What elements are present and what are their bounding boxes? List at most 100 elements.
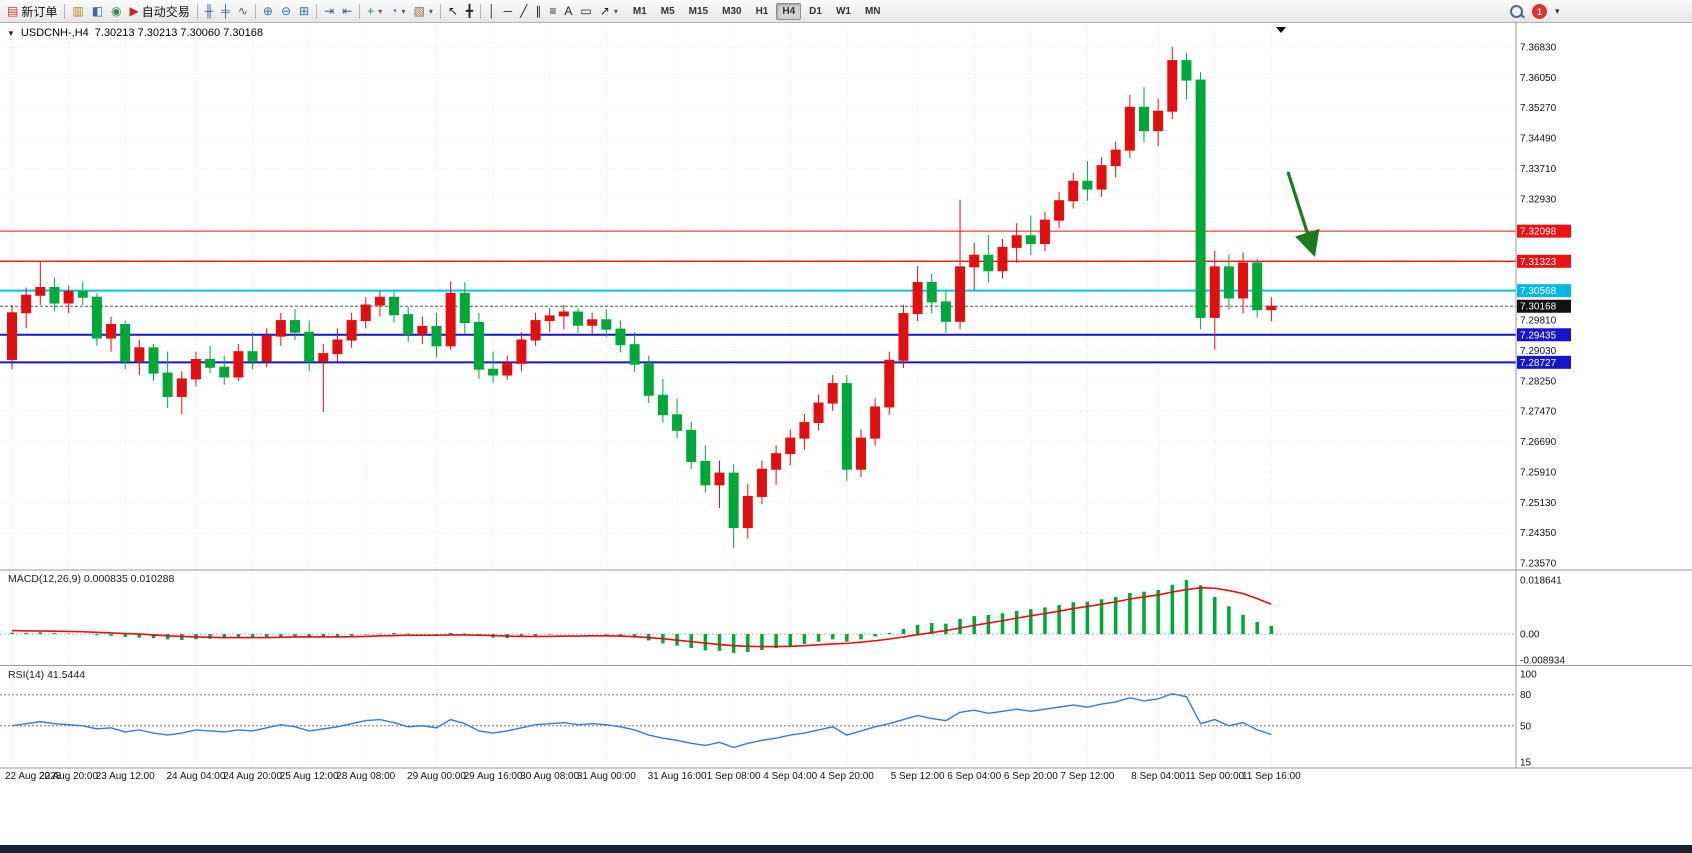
- tile-windows-icon[interactable]: ⊞: [295, 1, 313, 22]
- auto-trading-button: ▶: [129, 4, 139, 18]
- rsi-indicator-label: RSI(14) 41.5444: [8, 669, 86, 681]
- timeframe-H4[interactable]: H4: [776, 2, 802, 20]
- toolbar-separator: [64, 3, 66, 19]
- timeframe-M30[interactable]: M30: [722, 5, 742, 17]
- horizontal-line-icon: ─: [503, 4, 513, 18]
- svg-text:0.00: 0.00: [1520, 630, 1540, 641]
- svg-text:5 Sep 12:00: 5 Sep 12:00: [891, 771, 945, 782]
- taskbar-strip: [0, 845, 1692, 853]
- auto-scroll-icon: ⇥: [324, 4, 335, 18]
- new-order-button[interactable]: ▤ 新订单: [3, 1, 61, 22]
- horizontal-line-icon[interactable]: ─: [500, 1, 517, 22]
- toolbar-overflow-caret[interactable]: ▾: [1555, 6, 1560, 16]
- price-axis[interactable]: 7.36830 7.36050 7.35270 7.34490 7.33710 7.329…: [1517, 43, 1571, 769]
- line-chart-icon[interactable]: ∿: [234, 1, 252, 22]
- rsi-pane: [0, 692, 1516, 749]
- timeframe-D1[interactable]: D1: [809, 5, 822, 17]
- price-badge: [1517, 284, 1571, 298]
- text-icon: A: [564, 4, 573, 18]
- navigator-icon[interactable]: ◉: [107, 1, 125, 22]
- svg-text:29 Aug 00:00: 29 Aug 00:00: [407, 771, 466, 782]
- candlestick-chart-icon[interactable]: ╪: [217, 1, 234, 22]
- timeframe-M5[interactable]: M5: [660, 5, 675, 17]
- zoom-out-icon[interactable]: ⊖: [277, 1, 295, 22]
- toolbar-separator: [316, 3, 318, 19]
- timeframe-W1[interactable]: W1: [835, 5, 851, 17]
- auto-trading-button[interactable]: ▶ 自动交易: [126, 1, 194, 22]
- cursor-icon[interactable]: ↖: [444, 1, 462, 22]
- gridlines: [0, 26, 1516, 768]
- price-badge: [1517, 299, 1571, 313]
- chart-shift-icon[interactable]: ⇤: [338, 1, 356, 22]
- vertical-line-icon[interactable]: │: [484, 1, 500, 22]
- horizontal-lines[interactable]: [0, 230, 1516, 364]
- chart-symbol-period: USDCNH-,H4: [20, 27, 89, 39]
- chart-shift-marker[interactable]: [1276, 27, 1286, 33]
- bar-chart-icon: ╫: [204, 4, 214, 18]
- trend-arrow-annotation[interactable]: [1286, 171, 1320, 258]
- svg-text:7.27470: 7.27470: [1520, 407, 1557, 418]
- timeframe-H1[interactable]: H1: [755, 5, 769, 17]
- svg-text:22 Aug 2023: 22 Aug 2023: [5, 771, 62, 782]
- chart-canvas[interactable]: 7.36830 7.36050 7.35270 7.34490 7.33710 7.329…: [0, 22, 1692, 845]
- timeframe-toolbar: M1 M5 M15 M30 H1 H4 D1 W1 MN: [626, 2, 888, 20]
- bar-chart-icon[interactable]: ╫: [201, 1, 218, 22]
- svg-text:6 Sep 04:00: 6 Sep 04:00: [947, 771, 1001, 782]
- trendline-icon[interactable]: ╱: [516, 1, 531, 22]
- timeframe-M1[interactable]: M1: [632, 5, 647, 17]
- svg-text:7.32098: 7.32098: [1520, 227, 1557, 238]
- periods-icon[interactable]: ◔ ▾: [386, 1, 409, 22]
- svg-text:7.26690: 7.26690: [1520, 437, 1557, 448]
- arrow-shapes-icon-caret[interactable]: ▾: [613, 6, 618, 16]
- svg-text:7.33710: 7.33710: [1520, 164, 1557, 175]
- search-lens: [1510, 4, 1523, 18]
- svg-text:25 Aug 12:00: 25 Aug 12:00: [280, 771, 339, 782]
- indicators-icon: +: [367, 4, 375, 18]
- indicators-icon[interactable]: + ▾: [363, 1, 386, 22]
- templates-icon-caret[interactable]: ▾: [428, 6, 433, 16]
- svg-text:7.25130: 7.25130: [1520, 498, 1557, 509]
- chart-title: ▼ USDCNH-,H4 7.30213 7.30213 7.30060 7.3…: [7, 27, 263, 39]
- chart-ohlc-quotes: 7.30213 7.30213 7.30060 7.30168: [94, 27, 263, 39]
- price-badge: [1517, 224, 1571, 238]
- new-order-button: ▤: [7, 4, 19, 18]
- timeframe-M15[interactable]: M15: [688, 5, 709, 17]
- svg-text:7.24350: 7.24350: [1520, 528, 1557, 539]
- svg-text:7.28727: 7.28727: [1520, 358, 1557, 369]
- svg-text:28 Aug 08:00: 28 Aug 08:00: [336, 771, 395, 782]
- price-badge: [1517, 355, 1571, 369]
- zoom-in-icon[interactable]: ⊕: [259, 1, 277, 22]
- zoom-out-icon: ⊖: [280, 4, 291, 18]
- svg-text:80: 80: [1520, 690, 1532, 701]
- notification-badge[interactable]: 1: [1532, 4, 1547, 19]
- arrow-shapes-icon[interactable]: ↗ ▾: [596, 1, 622, 22]
- svg-text:7.29030: 7.29030: [1520, 346, 1557, 357]
- auto-scroll-icon[interactable]: ⇥: [320, 1, 338, 22]
- timeframe-MN[interactable]: MN: [864, 5, 881, 17]
- svg-text:8 Sep 04:00: 8 Sep 04:00: [1131, 771, 1185, 782]
- periods-icon: ◔: [390, 4, 398, 18]
- svg-text:11 Sep 00:00: 11 Sep 00:00: [1185, 771, 1244, 782]
- periods-icon-caret[interactable]: ▾: [401, 6, 406, 16]
- templates-icon[interactable]: ▧ ▾: [409, 1, 436, 22]
- tile-windows-icon: ⊞: [299, 4, 310, 18]
- chart-collapse-icon[interactable]: ▼: [7, 28, 15, 38]
- crosshair-icon[interactable]: ╋: [462, 1, 477, 22]
- trendline-icon: ╱: [520, 4, 528, 18]
- new-order-button-label: 新订单: [21, 4, 58, 19]
- market-watch-icon[interactable]: ◧: [88, 1, 107, 22]
- svg-text:15: 15: [1520, 758, 1532, 769]
- svg-text:7.23570: 7.23570: [1520, 559, 1557, 570]
- svg-text:6 Sep 20:00: 6 Sep 20:00: [1004, 771, 1058, 782]
- cursor-icon: ↖: [447, 4, 458, 18]
- svg-text:7.30568: 7.30568: [1520, 286, 1557, 297]
- charts-window-icon[interactable]: ▥: [68, 1, 87, 22]
- equidistant-channel-icon[interactable]: ∥: [531, 1, 545, 22]
- fibonacci-icon[interactable]: ≡: [545, 1, 560, 22]
- indicators-icon-caret[interactable]: ▾: [378, 6, 383, 16]
- text-label-icon[interactable]: ▭: [576, 1, 595, 22]
- text-icon[interactable]: A: [560, 1, 576, 22]
- svg-text:7.32930: 7.32930: [1520, 194, 1557, 205]
- search-icon[interactable]: [1510, 4, 1525, 19]
